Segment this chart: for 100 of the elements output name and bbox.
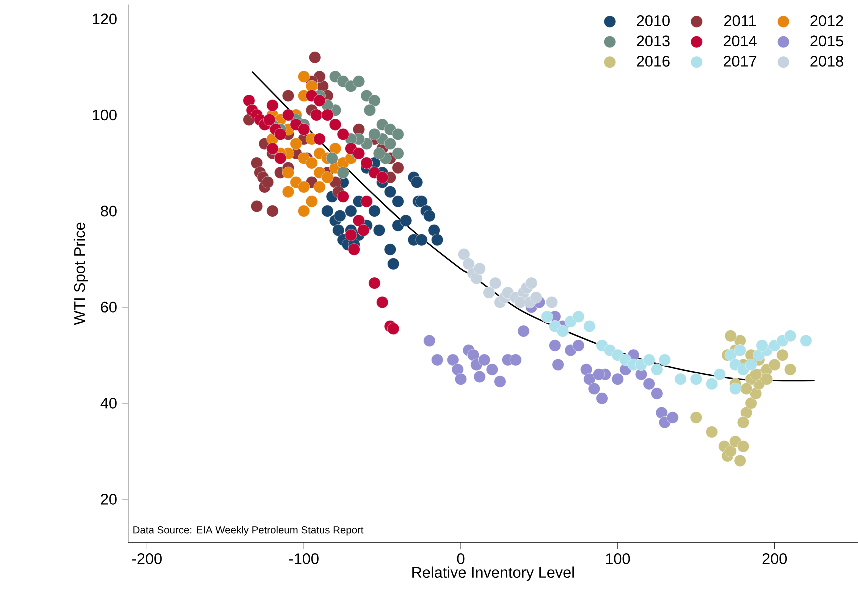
point (656, 407, 668, 420)
point (462, 258, 475, 270)
point (314, 133, 326, 146)
point (458, 248, 470, 261)
point (266, 100, 279, 112)
point (400, 215, 412, 228)
point (251, 200, 264, 213)
point (282, 109, 294, 122)
point (431, 234, 444, 246)
legend-label: 2012 (810, 16, 844, 27)
point (651, 388, 664, 400)
point (411, 176, 424, 189)
point (572, 311, 585, 324)
point (714, 368, 726, 381)
point (486, 364, 498, 376)
point (353, 215, 366, 228)
point (530, 292, 542, 304)
point (364, 104, 376, 117)
point (510, 354, 522, 366)
point (290, 138, 302, 150)
legend-label: 2017 (724, 56, 757, 68)
point (262, 176, 274, 189)
point (518, 325, 530, 338)
point (298, 181, 310, 194)
point (768, 359, 781, 372)
point (373, 148, 386, 160)
point (552, 359, 564, 372)
point (306, 196, 318, 208)
point (666, 412, 679, 424)
point (784, 364, 797, 376)
point (784, 330, 797, 342)
point (322, 172, 334, 184)
point (724, 330, 737, 342)
point (730, 383, 742, 396)
point (376, 172, 389, 184)
point (474, 371, 486, 384)
point (392, 196, 404, 208)
point (337, 191, 350, 204)
point (298, 70, 310, 83)
legend-label: 2014 (724, 36, 757, 47)
x-tick-label: 0 (457, 554, 465, 565)
point (483, 287, 496, 300)
point (384, 138, 396, 150)
point (282, 90, 294, 102)
point (368, 205, 381, 218)
point (431, 354, 444, 366)
y-tick-label: 40 (100, 398, 117, 409)
point (737, 416, 750, 429)
point (329, 143, 342, 156)
legend-label: 2013 (637, 36, 670, 47)
y-axis-title: WTI Spot Price (74, 222, 88, 326)
point (690, 374, 702, 386)
point (674, 374, 687, 386)
point (337, 128, 350, 141)
point (282, 167, 294, 180)
point (740, 383, 753, 396)
point (659, 354, 672, 366)
point (557, 325, 570, 338)
point (584, 374, 596, 386)
point (588, 383, 600, 396)
point (416, 196, 428, 208)
point (756, 340, 768, 352)
point (243, 94, 256, 107)
point (706, 426, 718, 438)
point (360, 196, 373, 208)
point (455, 374, 468, 386)
point (266, 205, 279, 218)
point (392, 128, 404, 141)
x-tick-label: 200 (762, 554, 788, 565)
y-tick-label: 60 (101, 302, 117, 313)
x-axis-title: Relative Inventory Level (412, 566, 574, 582)
point (384, 186, 396, 198)
x-tick-label: 100 (606, 554, 630, 565)
y-tick-label: 120 (93, 14, 117, 25)
point (309, 52, 322, 64)
point (424, 210, 436, 222)
point (737, 440, 750, 453)
point (368, 128, 381, 141)
point (326, 152, 338, 165)
point (424, 335, 436, 348)
point (572, 340, 585, 352)
point (490, 277, 502, 290)
point (494, 376, 506, 388)
point (392, 162, 404, 174)
point (549, 340, 562, 352)
point (266, 143, 279, 156)
point (322, 109, 334, 122)
point (274, 128, 287, 141)
x-tick-label: -200 (132, 554, 162, 565)
point (368, 94, 381, 107)
point (345, 205, 358, 218)
point (353, 76, 366, 88)
point (596, 392, 608, 405)
point (468, 350, 480, 362)
y-tick-label: 100 (93, 110, 117, 121)
point (724, 446, 737, 458)
point (306, 157, 318, 170)
point (745, 359, 758, 372)
point (428, 224, 440, 237)
point (264, 114, 276, 126)
